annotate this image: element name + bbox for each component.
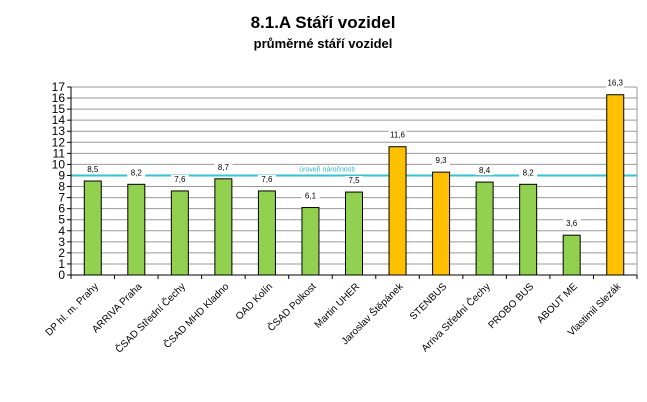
- y-tick-label: 1: [58, 257, 65, 271]
- y-tick-label: 17: [52, 80, 66, 94]
- data-label: 8,5: [87, 165, 99, 174]
- y-tick-label: 8: [58, 180, 65, 194]
- category-label: STENBUS: [408, 281, 449, 322]
- data-label-bg: [432, 156, 451, 166]
- bar: [301, 207, 320, 276]
- y-tick-label: 0: [58, 268, 65, 282]
- category-label: OAD Kolín: [234, 281, 275, 322]
- y-tick-label: 7: [58, 191, 65, 205]
- data-label: 7,6: [261, 175, 273, 184]
- data-label-bg: [388, 130, 407, 140]
- chart-title: 8.1.A Stáří vozidel: [251, 13, 396, 32]
- data-label: 9,3: [436, 156, 448, 165]
- data-label: 6,1: [305, 192, 317, 201]
- category-label: Arriva Střední Čechy: [418, 280, 492, 354]
- reference-line-label: úroveň náročnosti: [299, 166, 355, 173]
- chart-subtitle: průměrné stáří vozidel: [254, 36, 393, 51]
- data-label-bg: [345, 176, 363, 186]
- data-label-bg: [606, 78, 625, 88]
- data-label: 8,4: [479, 166, 491, 175]
- bar: [83, 180, 102, 276]
- bar: [127, 183, 146, 276]
- data-label-bg: [127, 168, 146, 178]
- data-label-bg: [301, 191, 320, 201]
- bar: [475, 181, 494, 276]
- data-label-bg: [562, 219, 581, 229]
- category-label: ABOUT ME: [535, 281, 580, 326]
- bar: [214, 178, 233, 276]
- data-label-bg: [170, 174, 189, 184]
- data-label-bg: [214, 162, 233, 172]
- data-label: 7,5: [348, 176, 360, 185]
- y-tick-label: 14: [52, 113, 66, 127]
- y-tick-label: 5: [58, 213, 65, 227]
- y-tick-label: 10: [52, 157, 66, 171]
- bar: [257, 190, 276, 276]
- data-label-bg: [475, 166, 494, 176]
- y-tick-label: 2: [58, 246, 65, 260]
- data-label: 7,6: [174, 175, 186, 184]
- data-label-bg: [519, 168, 538, 178]
- reference-line-group: úroveň náročnosti: [71, 166, 637, 177]
- y-tick-label: 16: [52, 91, 66, 105]
- y-tick-label: 15: [52, 102, 66, 116]
- data-label: 8,7: [218, 163, 230, 172]
- data-label: 16,3: [607, 79, 623, 88]
- data-label: 8,2: [523, 168, 535, 177]
- data-label: 3,6: [566, 219, 578, 228]
- bar: [345, 191, 363, 276]
- y-tick-label: 6: [58, 202, 65, 216]
- bars: 8,5 8,2 7,6 8,7 7,6 6,1 7,5 11,6 9,3 8,4 8,2 3,6 16,…: [83, 78, 625, 276]
- y-tick-label: 3: [58, 235, 65, 249]
- y-tick-label: 9: [58, 168, 65, 182]
- bar: [170, 190, 189, 276]
- data-label: 11,6: [390, 131, 406, 140]
- bar: [606, 94, 625, 276]
- bar: [432, 171, 451, 276]
- category-label: ČSAD Střední Čechy: [112, 280, 188, 356]
- y-tick-label: 11: [53, 146, 66, 160]
- bar: [519, 183, 538, 276]
- bar: [562, 234, 581, 276]
- y-tick-label: 13: [52, 124, 66, 138]
- data-label-bg: [83, 165, 102, 174]
- data-label-bg: [257, 174, 276, 184]
- y-tick-label: 12: [52, 135, 66, 149]
- data-label: 8,2: [131, 168, 143, 177]
- bar: [388, 146, 407, 276]
- y-tick-label: 4: [58, 224, 65, 238]
- category-label: PROBO BUS: [486, 281, 536, 331]
